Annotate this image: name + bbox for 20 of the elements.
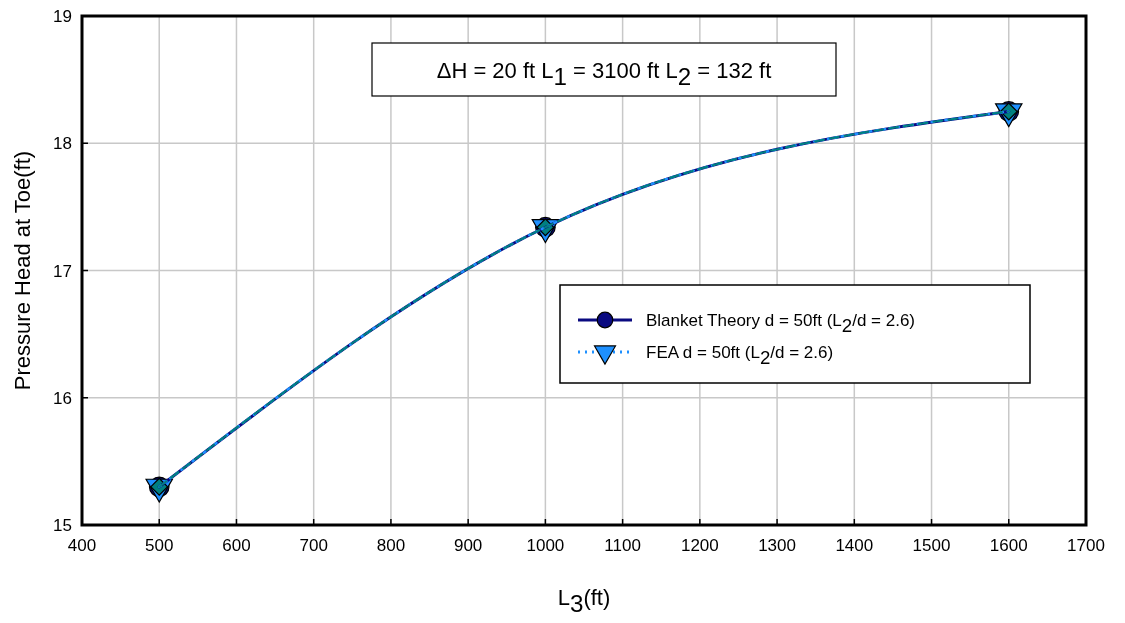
x-tick-label: 1600: [989, 536, 1028, 555]
x-tick-label: 1500: [912, 536, 951, 555]
x-tick-label: 800: [376, 536, 406, 555]
x-tick-label: 1400: [835, 536, 874, 555]
x-tick-label: 600: [222, 536, 251, 555]
x-tick-label: 400: [67, 536, 97, 555]
y-tick-label: 18: [53, 134, 72, 154]
x-tick-label: 700: [299, 536, 328, 555]
y-tick-label: 15: [53, 516, 72, 535]
y-tick-label: 19: [53, 7, 72, 26]
x-tick-label: 1200: [680, 536, 719, 555]
x-tick-label: 1300: [758, 536, 796, 555]
x-tick-label: 1100: [604, 536, 641, 555]
x-tick-label: 500: [145, 536, 174, 555]
y-tick-label: 16: [53, 388, 72, 408]
x-tick-label: 1700: [1067, 536, 1105, 555]
y-axis-title: Pressure Head at Toe(ft): [10, 150, 35, 391]
x-tick-label: 900: [453, 536, 483, 555]
y-tick-label: 17: [53, 261, 72, 281]
x-tick-label: 1000: [526, 536, 565, 555]
